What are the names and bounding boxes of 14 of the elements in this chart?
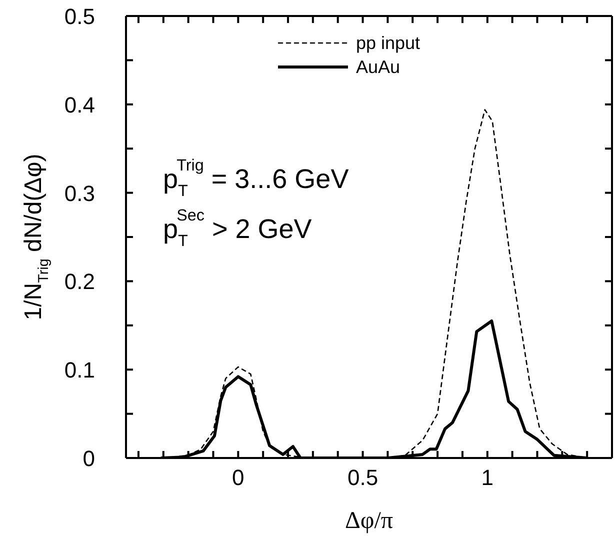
legend-label: AuAu bbox=[356, 57, 400, 77]
y-tick-label: 0.2 bbox=[64, 269, 95, 294]
x-axis-title: Δφ/π bbox=[344, 508, 394, 534]
annotation: p$_{T}$$^{Trig}$ = 3...6 GeV bbox=[163, 156, 349, 200]
y-tick-label: 0.3 bbox=[64, 180, 95, 206]
x-tick-label: 0 bbox=[232, 465, 244, 490]
x-tick-label: 1 bbox=[481, 465, 494, 490]
y-tick-label: 0.4 bbox=[64, 92, 95, 118]
annotation: p$_{T}$$^{Sec}$ > 2 GeV bbox=[163, 206, 312, 250]
y-tick-label: 0 bbox=[82, 446, 95, 471]
y-tick-label: 0.5 bbox=[64, 4, 95, 29]
x-tick-label: 0.5 bbox=[347, 465, 378, 490]
y-tick-label: 0.1 bbox=[64, 358, 95, 383]
legend-label: pp input bbox=[356, 33, 420, 53]
